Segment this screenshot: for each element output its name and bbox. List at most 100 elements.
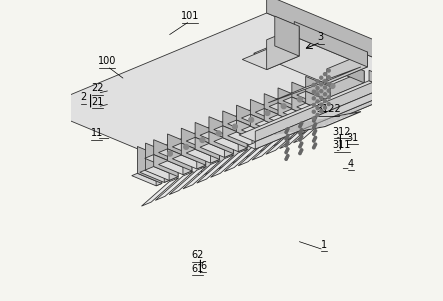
Polygon shape (250, 99, 275, 125)
Circle shape (312, 104, 315, 107)
Polygon shape (297, 103, 330, 117)
Polygon shape (197, 155, 234, 183)
Polygon shape (167, 149, 192, 171)
Polygon shape (278, 88, 303, 113)
Polygon shape (195, 137, 220, 160)
Polygon shape (197, 153, 206, 169)
Polygon shape (252, 115, 261, 134)
Circle shape (285, 138, 288, 140)
Circle shape (316, 80, 319, 83)
Circle shape (300, 135, 303, 138)
Polygon shape (210, 132, 220, 151)
Circle shape (330, 83, 335, 88)
Circle shape (300, 142, 303, 144)
Polygon shape (195, 123, 220, 147)
Circle shape (285, 151, 288, 154)
Polygon shape (237, 120, 261, 142)
Circle shape (299, 124, 302, 126)
Polygon shape (239, 81, 385, 142)
Text: 2: 2 (81, 92, 87, 102)
Polygon shape (280, 119, 288, 134)
Polygon shape (155, 172, 193, 200)
Circle shape (287, 141, 289, 144)
Circle shape (312, 90, 315, 93)
Circle shape (286, 136, 288, 138)
Circle shape (299, 132, 301, 135)
Circle shape (323, 106, 326, 109)
Polygon shape (321, 87, 330, 105)
Polygon shape (209, 117, 233, 142)
Polygon shape (321, 101, 330, 117)
Polygon shape (141, 178, 179, 206)
Circle shape (300, 129, 303, 131)
Circle shape (312, 117, 315, 120)
Polygon shape (210, 149, 248, 177)
Polygon shape (172, 155, 206, 169)
Polygon shape (137, 147, 162, 183)
Polygon shape (307, 92, 316, 111)
Polygon shape (377, 84, 385, 95)
Circle shape (316, 113, 319, 116)
Circle shape (327, 96, 330, 99)
Circle shape (313, 138, 316, 141)
Polygon shape (186, 137, 220, 151)
Circle shape (287, 154, 289, 157)
Text: 21: 21 (91, 97, 104, 107)
Polygon shape (268, 67, 361, 103)
Polygon shape (214, 138, 247, 152)
Polygon shape (280, 104, 288, 123)
Circle shape (249, 117, 253, 122)
Polygon shape (306, 91, 330, 113)
Polygon shape (250, 114, 275, 136)
Polygon shape (255, 120, 288, 134)
Circle shape (299, 139, 301, 141)
Polygon shape (292, 82, 316, 107)
Polygon shape (164, 153, 170, 182)
Circle shape (281, 104, 286, 109)
Circle shape (312, 83, 315, 86)
Circle shape (314, 130, 317, 132)
Circle shape (314, 90, 319, 95)
Circle shape (287, 148, 289, 150)
Circle shape (313, 145, 316, 147)
Circle shape (313, 133, 315, 135)
Circle shape (285, 144, 288, 147)
Polygon shape (293, 114, 331, 143)
Circle shape (313, 125, 316, 127)
Polygon shape (181, 128, 206, 153)
Polygon shape (169, 166, 206, 195)
Polygon shape (254, 36, 367, 84)
Polygon shape (140, 170, 170, 182)
Polygon shape (292, 97, 316, 119)
Polygon shape (186, 149, 220, 163)
Circle shape (313, 131, 316, 134)
Polygon shape (340, 61, 364, 83)
Polygon shape (209, 132, 233, 154)
Circle shape (286, 143, 288, 145)
Polygon shape (237, 105, 261, 130)
Polygon shape (252, 132, 289, 160)
Polygon shape (228, 132, 261, 146)
Text: 1: 1 (321, 240, 327, 250)
Circle shape (285, 158, 288, 160)
Polygon shape (132, 173, 162, 186)
Circle shape (320, 110, 323, 113)
Circle shape (216, 131, 221, 136)
Circle shape (327, 89, 330, 92)
Text: 3122: 3122 (316, 104, 341, 114)
Polygon shape (154, 140, 178, 165)
Circle shape (300, 149, 303, 151)
Polygon shape (283, 109, 316, 123)
Polygon shape (238, 137, 276, 166)
Circle shape (327, 69, 330, 72)
Polygon shape (255, 88, 385, 149)
Polygon shape (145, 166, 178, 180)
Polygon shape (228, 120, 261, 134)
Circle shape (323, 93, 326, 96)
Polygon shape (154, 155, 178, 177)
Polygon shape (167, 134, 192, 159)
Circle shape (320, 96, 323, 99)
Text: 3: 3 (318, 32, 324, 42)
Circle shape (327, 82, 330, 85)
Polygon shape (223, 111, 247, 136)
